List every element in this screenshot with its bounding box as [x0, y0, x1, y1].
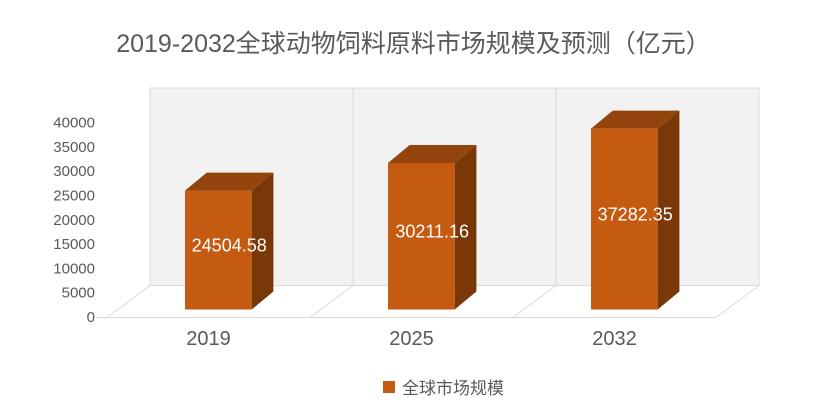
chart-title: 2019-2032全球动物饲料原料市场规模及预测（亿元） [116, 30, 711, 58]
floor-category-separator [309, 285, 354, 318]
y-axis-label: 10000 [53, 260, 95, 277]
bar-side-2032 [657, 110, 680, 310]
bar-top-2019 [185, 172, 274, 191]
bar-data-label-2019: 24504.58 [192, 236, 267, 256]
y-axis-label: 40000 [53, 115, 95, 132]
bar-data-label-2025: 30211.16 [395, 222, 469, 242]
y-axis-label: 30000 [53, 163, 95, 180]
bar-data-label-2032: 37282.35 [598, 205, 673, 225]
x-axis-label-2025: 2025 [389, 328, 434, 350]
y-axis-label: 25000 [53, 187, 95, 204]
x-axis-label-2019: 2019 [186, 328, 231, 350]
bar-side-2025 [454, 144, 477, 310]
bar-front-2019 [185, 190, 252, 310]
bar-side-2019 [251, 172, 274, 310]
y-axis-label: 0 [87, 309, 95, 326]
bar-front-2032 [591, 128, 658, 310]
y-axis-label: 15000 [53, 236, 95, 253]
floor-category-separator [512, 285, 557, 318]
bar-top-2032 [591, 110, 680, 129]
legend: 全球市场规模 [30, 374, 827, 399]
bar-front-2025 [388, 162, 455, 310]
y-axis-label: 35000 [53, 139, 95, 156]
legend-swatch [383, 380, 395, 393]
y-axis-label: 20000 [53, 212, 95, 229]
bar-top-2025 [388, 144, 477, 163]
legend-label: 全球市场规模 [402, 379, 504, 398]
x-axis-label-2032: 2032 [592, 328, 637, 350]
y-axis-label: 5000 [62, 285, 95, 302]
